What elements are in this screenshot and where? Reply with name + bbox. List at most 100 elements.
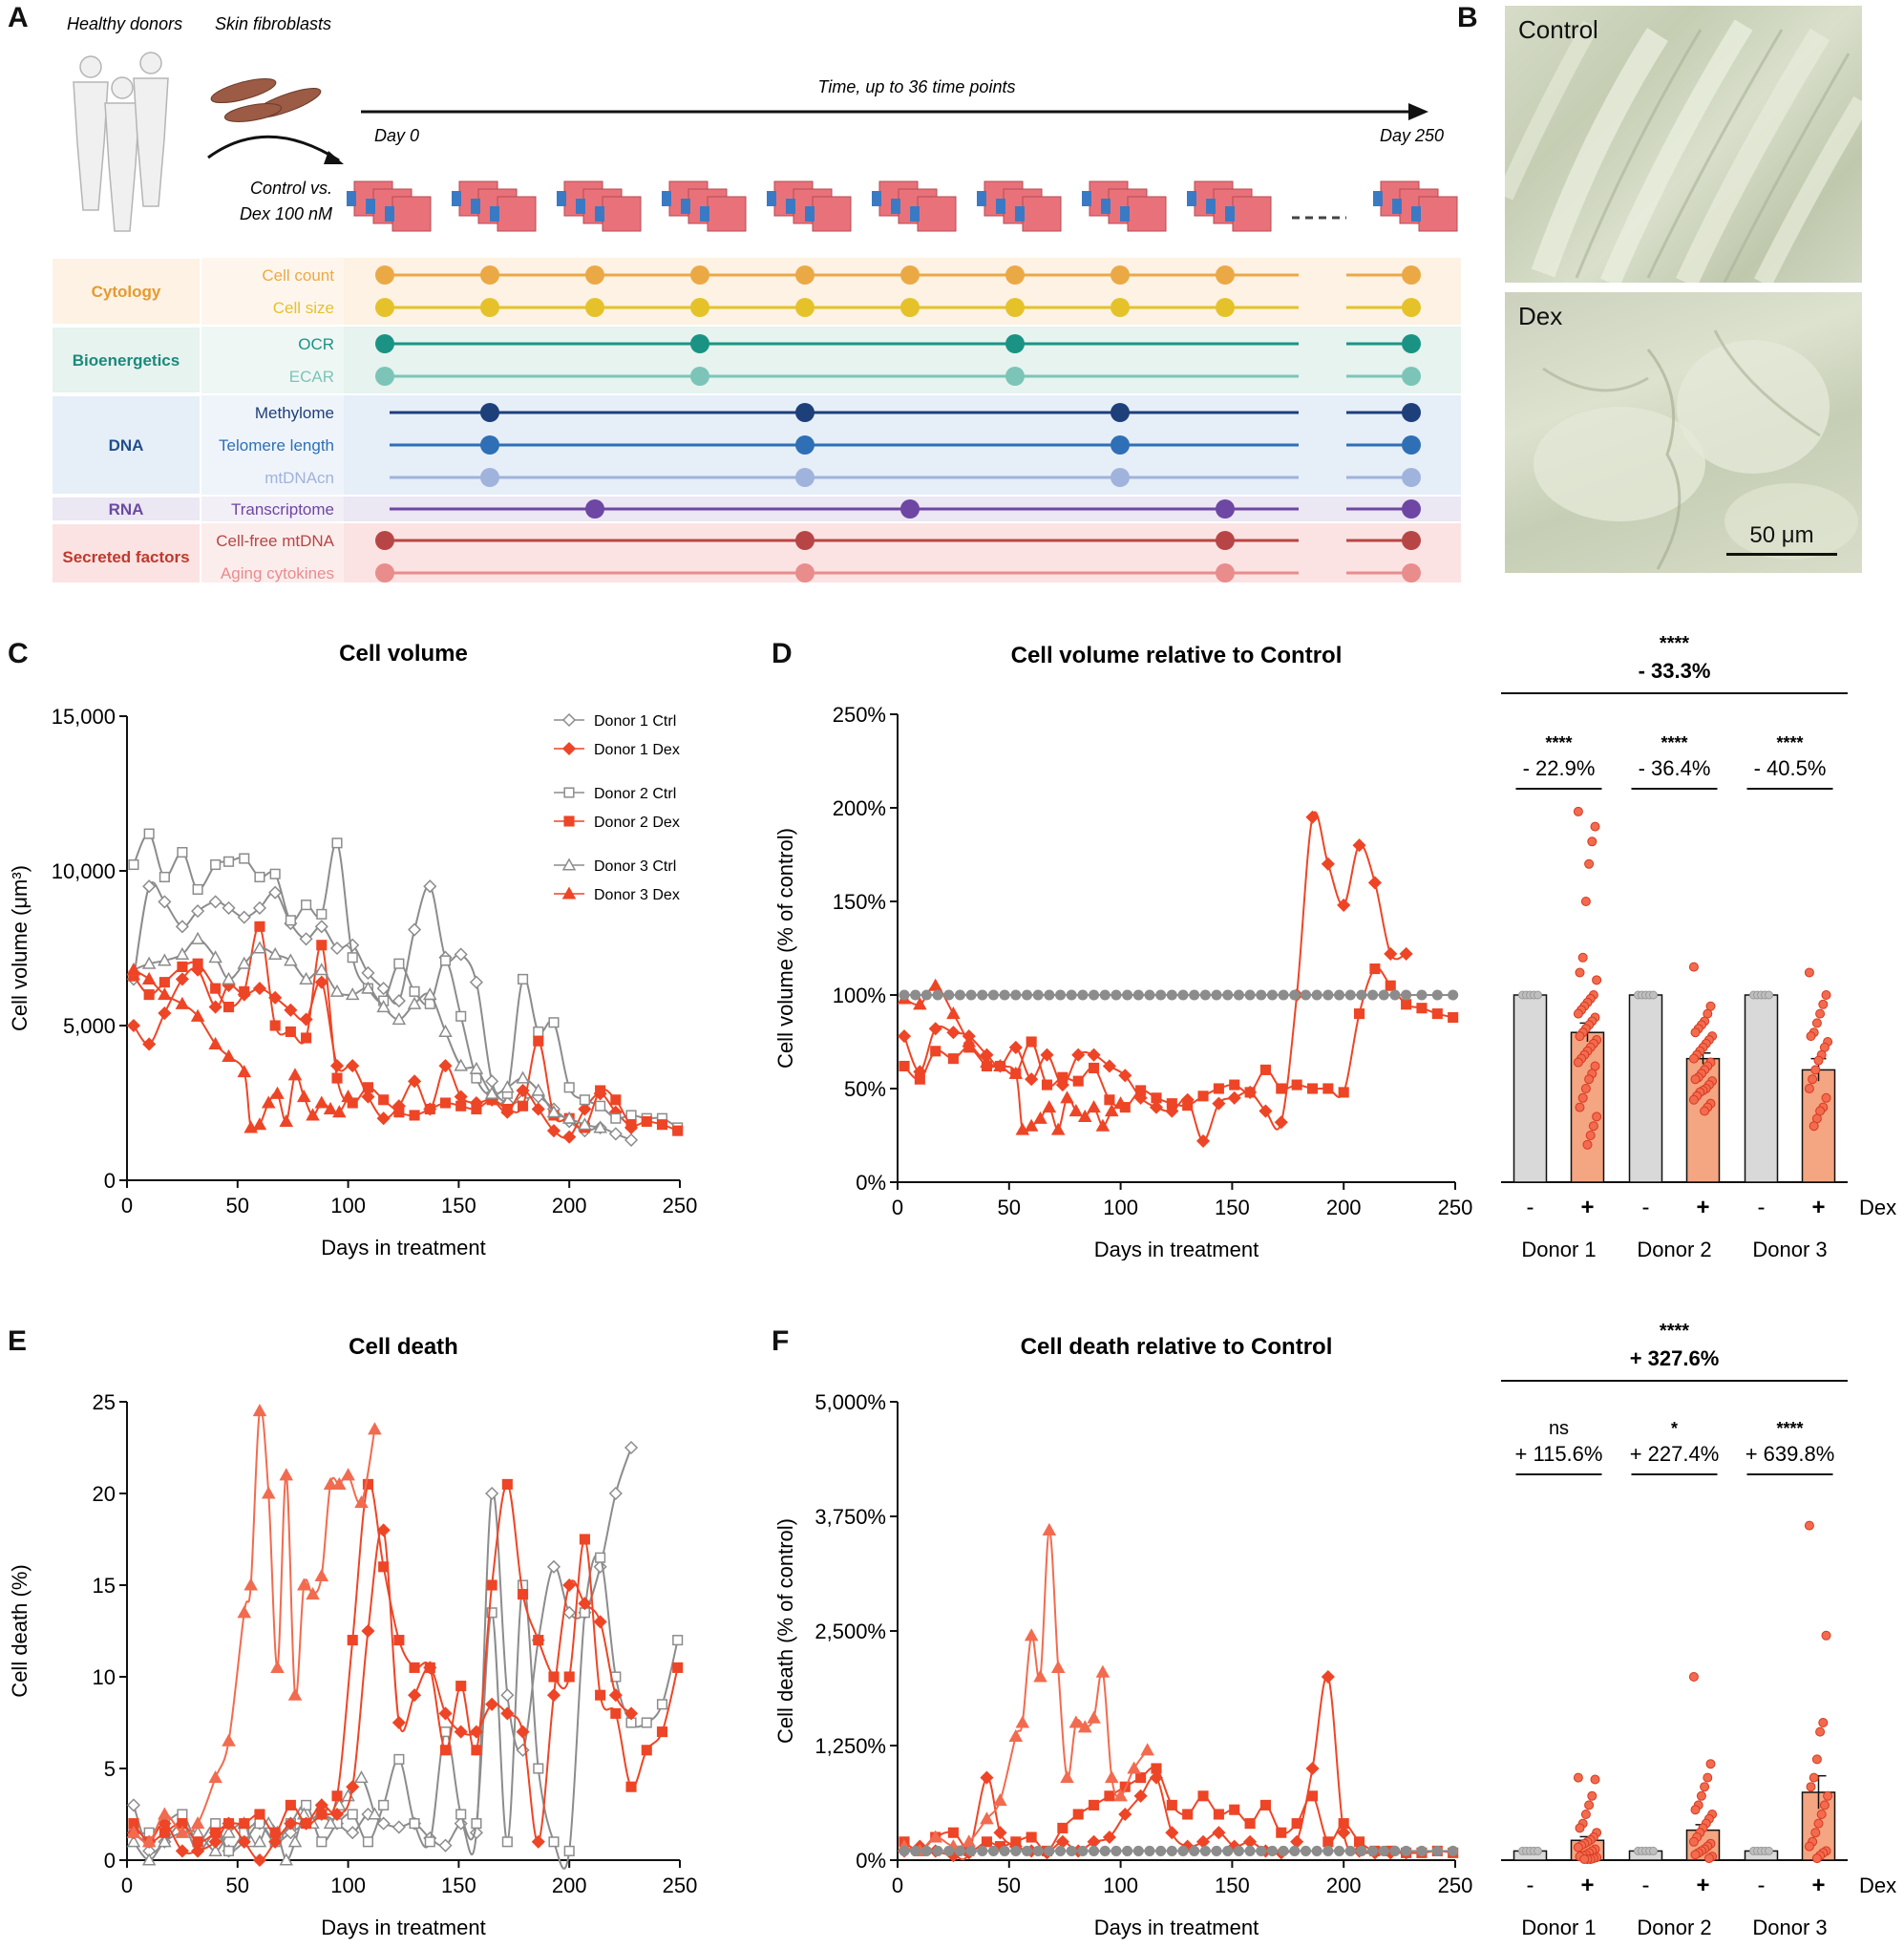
data-point <box>1399 946 1413 961</box>
bar-group-2: **** - 40.5% - + Donor 3 <box>1744 733 1836 1260</box>
data-point <box>306 1108 320 1121</box>
data-point <box>252 900 267 915</box>
dex-point <box>1584 1800 1595 1810</box>
group-stars: **** <box>1661 733 1687 752</box>
data-point <box>142 879 157 894</box>
data-point <box>1111 989 1122 1001</box>
data-point <box>641 1115 652 1127</box>
legend-label: Donor 1 Ctrl <box>594 713 676 730</box>
data-point <box>376 1112 391 1126</box>
flask-cap-icon <box>977 191 986 206</box>
data-point <box>1305 1761 1320 1776</box>
data-point <box>1195 1834 1211 1849</box>
data-point <box>624 1133 639 1147</box>
data-point <box>1333 1845 1345 1856</box>
dex-point <box>1806 1782 1816 1792</box>
band-group-cell <box>51 257 201 326</box>
flask-cap-icon <box>1225 206 1235 222</box>
data-point <box>361 1090 375 1104</box>
data-point <box>1089 1062 1100 1073</box>
flask-cap-icon <box>872 191 881 206</box>
time-point-dot <box>900 265 920 285</box>
data-point <box>1155 989 1167 1001</box>
data-point <box>1071 1048 1086 1062</box>
x-tick-label: 150 <box>441 1874 476 1897</box>
flask-body-icon <box>1127 196 1167 232</box>
overall-stars: **** <box>1660 1321 1689 1342</box>
data-point <box>254 871 265 883</box>
data-point <box>1222 1845 1234 1856</box>
data-point <box>316 940 328 951</box>
data-point <box>1344 989 1356 1001</box>
sign-plus: + <box>1580 1195 1594 1220</box>
data-point <box>1089 1799 1100 1810</box>
data-point <box>981 1836 992 1848</box>
time-point-dot <box>690 334 709 353</box>
series-control <box>899 1845 1459 1856</box>
data-point <box>439 1097 452 1109</box>
data-point <box>1113 1096 1128 1110</box>
flask-body-icon <box>1232 196 1272 232</box>
data-point <box>1127 1761 1141 1774</box>
chart-title: Cell death relative to Control <box>1021 1334 1333 1360</box>
y-tick-label: 250% <box>833 703 886 727</box>
data-point <box>331 1072 343 1084</box>
skin-fibroblasts-label: Skin fibroblasts <box>215 14 331 33</box>
data-point <box>354 1495 369 1509</box>
data-point <box>518 973 529 985</box>
time-point-dot <box>1402 499 1421 519</box>
band-group-cell <box>51 496 201 522</box>
x-tick-label: 100 <box>1103 1196 1138 1219</box>
flask-cap-icon <box>1120 206 1130 222</box>
data-point <box>624 1706 639 1721</box>
data-point <box>297 1577 311 1591</box>
sign-plus: + <box>1696 1873 1709 1898</box>
sign-plus: + <box>1811 1873 1825 1898</box>
data-point <box>346 1780 360 1794</box>
data-point <box>1044 1845 1055 1856</box>
series-donor-3-dex <box>126 1404 382 1848</box>
data-point <box>376 1000 391 1013</box>
culture-flasks-icon <box>557 180 642 232</box>
data-point <box>1166 989 1177 1001</box>
dex-point <box>1821 990 1831 1000</box>
time-point-dot <box>795 435 814 455</box>
data-point <box>210 1818 222 1830</box>
data-point <box>222 1845 235 1856</box>
series-donor-2-ctrl <box>128 1552 684 1870</box>
data-point <box>284 1003 298 1017</box>
data-point <box>641 1717 652 1728</box>
data-point <box>563 1671 575 1683</box>
data-point <box>126 1825 141 1838</box>
dex-point <box>1810 1065 1821 1075</box>
data-point <box>484 1086 499 1099</box>
data-point <box>268 885 283 900</box>
band-label-cell <box>201 327 344 393</box>
data-point <box>1032 1845 1044 1856</box>
data-point <box>1040 1048 1054 1062</box>
data-point <box>625 1119 637 1131</box>
data-point <box>438 1059 453 1073</box>
data-point <box>999 989 1010 1001</box>
time-point-dot <box>795 265 814 285</box>
x-tick-label: 100 <box>1103 1874 1138 1897</box>
data-point <box>993 1058 1007 1072</box>
dex-point <box>1815 1726 1826 1737</box>
flask-cap-icon <box>1392 199 1402 214</box>
time-point-dot <box>1402 403 1421 422</box>
day250-label: Day 250 <box>1380 126 1444 145</box>
data-point <box>500 1080 515 1093</box>
data-point <box>1015 1715 1030 1728</box>
data-point <box>501 1478 513 1490</box>
time-point-dot <box>375 367 394 386</box>
x-tick-label: 50 <box>998 1874 1021 1897</box>
data-point <box>1338 1087 1349 1098</box>
data-point <box>1259 1799 1271 1810</box>
y-tick-label: 15,000 <box>52 705 116 729</box>
ctrl-point <box>1649 1846 1658 1855</box>
data-point <box>210 1827 222 1838</box>
dex-point <box>1819 1800 1830 1810</box>
dex-point <box>1582 1139 1593 1150</box>
y-tick-label: 2,500% <box>814 1620 886 1643</box>
data-point <box>1021 1845 1033 1856</box>
